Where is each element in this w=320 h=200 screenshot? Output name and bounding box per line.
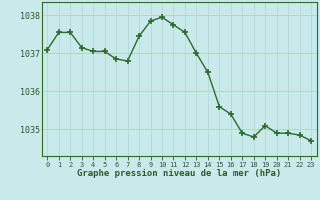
X-axis label: Graphe pression niveau de la mer (hPa): Graphe pression niveau de la mer (hPa) xyxy=(77,169,281,178)
